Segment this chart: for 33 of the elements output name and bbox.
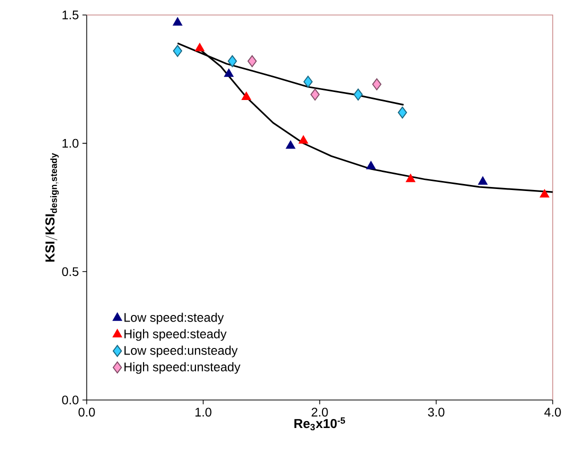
- point: [478, 176, 488, 185]
- point: [172, 44, 182, 57]
- point: [195, 43, 204, 52]
- y-tick-label: 1.0: [62, 138, 78, 148]
- point: [354, 88, 363, 101]
- point: [248, 55, 257, 68]
- point: [310, 88, 320, 101]
- point: [228, 55, 237, 68]
- x-tick-label: 4.0: [544, 408, 561, 417]
- point: [398, 106, 408, 118]
- point: [406, 174, 416, 182]
- y-axis-title: $\mathbf{KSI/KSI_{design,steady}}$: [45, 153, 59, 262]
- point: [366, 161, 376, 170]
- point: [298, 135, 308, 144]
- x-tick-label: 1.0: [196, 408, 212, 417]
- y-tick-label: 0.0: [62, 396, 78, 404]
- x-tick-label: 3.0: [428, 408, 444, 417]
- point: [303, 76, 313, 88]
- y-tick-label: 1.5: [62, 10, 78, 20]
- point: [242, 92, 251, 100]
- legend-label: Low speed:unsteady: [124, 346, 238, 358]
- x-tick-label: 0.0: [78, 408, 95, 417]
- point: [172, 17, 182, 26]
- point: [224, 68, 234, 77]
- point: [286, 140, 296, 149]
- y-tick-label: 0.5: [62, 267, 78, 276]
- point: [540, 189, 550, 198]
- text: Re$_{3}$x10$^{-5}$: [294, 417, 346, 430]
- legend-label: High speed:unsteady: [124, 362, 240, 374]
- x-tick-label: 2.0: [312, 408, 328, 417]
- legend-label: High speed:steady: [124, 329, 227, 341]
- legend-label: Low speed:steady: [124, 312, 224, 324]
- point: [372, 78, 382, 90]
